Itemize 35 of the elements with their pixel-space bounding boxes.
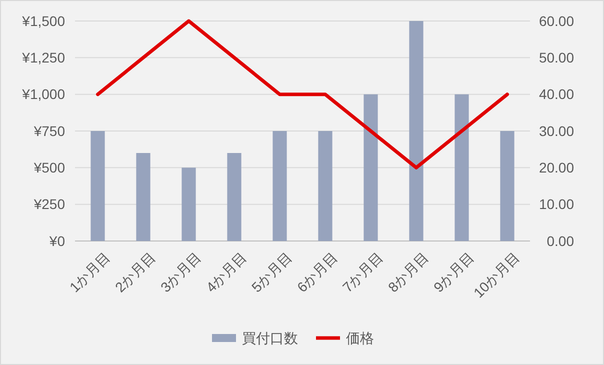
y-tick-label: ¥1,250 [21, 50, 66, 66]
y-tick-label: ¥250 [32, 196, 66, 212]
x-tick-label: 2か月目 [112, 248, 158, 296]
x-tick-label: 6か月目 [294, 248, 340, 296]
bar [272, 131, 287, 241]
y2-tick-label: 0.00 [546, 232, 574, 249]
x-tick-label: 7か月目 [339, 248, 386, 296]
line-series [96, 19, 509, 170]
bar [409, 21, 424, 241]
bar [227, 153, 242, 241]
y-tick-label: ¥1,500 [21, 12, 66, 29]
x-tick-label: 4か月目 [202, 248, 250, 296]
y2-tick-label: 50.00 [538, 50, 574, 66]
x-tick-label: 5か月目 [248, 248, 295, 296]
legend-label: 買付口数 [242, 330, 298, 346]
bar [90, 131, 105, 241]
bar [136, 153, 150, 241]
y-tick-label: ¥0 [48, 232, 66, 249]
bar [364, 94, 378, 241]
y-tick-label: ¥1,000 [21, 86, 66, 102]
bar [182, 168, 196, 241]
bar [318, 131, 332, 241]
x-tick-label: 3か月目 [157, 248, 204, 296]
legend-label: 価格 [346, 330, 374, 346]
x-tick-label: 8か月目 [384, 248, 432, 296]
y2-tick-label: 40.00 [538, 86, 574, 102]
y2-tick-label: 30.00 [538, 122, 574, 139]
x-tick-label: 1か月目 [66, 248, 113, 296]
y-tick-label: ¥500 [32, 160, 66, 176]
bar [454, 94, 469, 241]
bar [500, 131, 514, 241]
y2-tick-label: 60.00 [538, 12, 574, 29]
y-tick-label: ¥750 [32, 122, 66, 139]
y2-tick-label: 20.00 [538, 160, 574, 176]
y2-tick-label: 10.00 [538, 196, 574, 212]
